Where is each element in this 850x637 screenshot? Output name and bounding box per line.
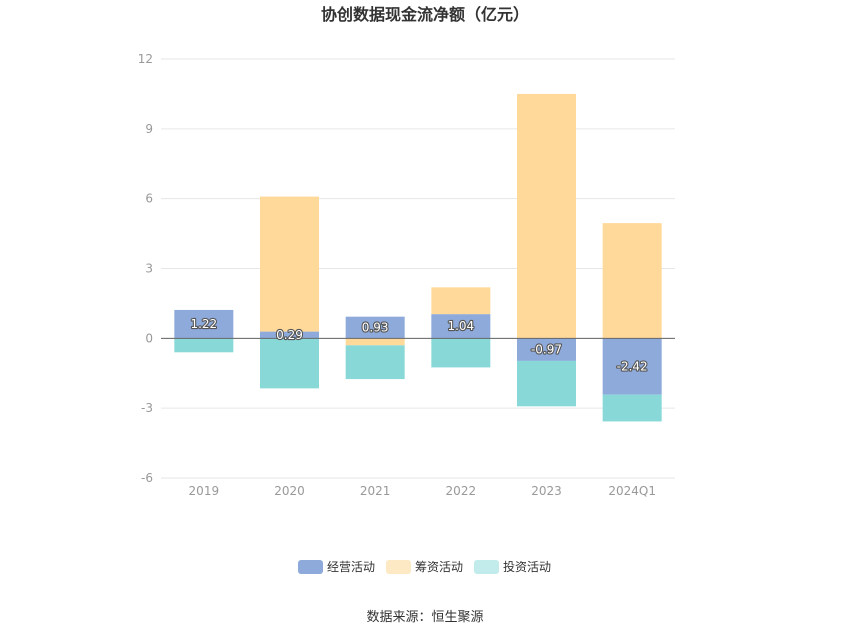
data-label: 0.93 [362,321,389,335]
data-label: 1.22 [190,317,217,331]
y-tick-label: 12 [138,52,153,66]
bar-经营活动-2021 [345,316,405,339]
x-tick-label: 2024Q1 [608,484,656,498]
bar-投资活动-2020 [260,338,319,389]
y-tick-label: 6 [145,192,153,206]
bar-投资活动-2019 [174,338,234,353]
bar-筹资活动-2024Q1 [602,223,662,339]
x-tick-label: 2019 [189,484,220,498]
x-axis: 2019 2020 2021 2022 2023 2024Q1 [189,484,656,498]
x-tick-label: 2023 [531,484,562,498]
legend-label: 筹资活动 [415,560,463,574]
bar-经营活动-2024Q1 [602,338,662,395]
data-label: -2.42 [617,359,648,373]
grid-lines [161,58,675,479]
x-tick-label: 2021 [360,484,391,498]
bar-经营活动-2022 [431,314,491,339]
y-tick-label: 0 [145,331,153,345]
legend-swatch [298,560,323,574]
bar-投资活动-2021 [345,345,405,380]
x-tick-label: 2020 [274,484,305,498]
data-labels: 1.22 0.29 0.93 1.04 -0.97 -2.42 [189,316,648,375]
legend-swatch [386,560,411,574]
data-label: -0.97 [531,343,562,357]
bar-投资活动-2024Q1 [602,394,662,422]
chart-title: 协创数据现金流净额（亿元） [321,5,529,24]
bars [174,93,662,422]
bar-筹资活动-2022 [431,287,491,315]
y-tick-label: 3 [145,262,153,276]
bar-投资活动-2022 [431,338,491,368]
y-tick-label: 9 [145,122,153,136]
bar-经营活动-2023 [517,338,576,361]
bar-筹资活动-2021 [345,338,405,346]
bar-投资活动-2023 [517,360,576,407]
legend-label: 投资活动 [503,559,551,574]
data-label: 1.04 [447,319,474,333]
y-tick-label: -6 [141,471,153,485]
source-note: 数据来源：恒生聚源 [366,610,483,625]
bar-筹资活动-2020 [260,196,319,332]
bar-经营活动-2019 [174,309,234,339]
y-tick-label: -3 [141,401,153,415]
data-label: 0.29 [276,328,303,342]
y-axis: -6 -3 0 3 6 9 12 [138,52,153,485]
legend-swatch [474,560,499,574]
x-tick-label: 2022 [446,484,477,498]
legend: 经营活动 筹资活动 投资活动 [298,559,551,574]
bar-筹资活动-2023 [517,93,576,339]
bar-经营活动-2020 [260,331,319,339]
legend-label: 经营活动 [327,560,375,574]
